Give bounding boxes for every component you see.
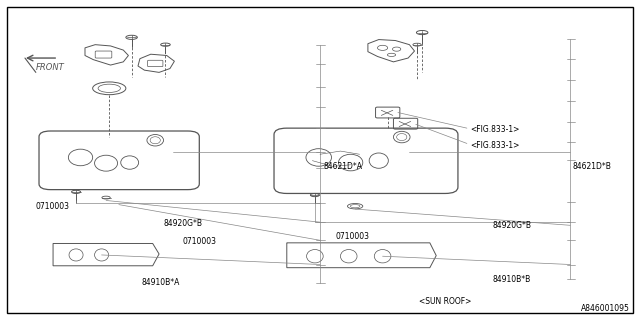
- Text: <SUN ROOF>: <SUN ROOF>: [419, 297, 471, 306]
- Text: 84910B*A: 84910B*A: [141, 278, 180, 287]
- Text: 84621D*A: 84621D*A: [323, 162, 362, 171]
- Text: 84910B*B: 84910B*B: [492, 275, 531, 284]
- Text: 84920G*B: 84920G*B: [164, 219, 202, 228]
- Text: <FIG.833-1>: <FIG.833-1>: [470, 125, 520, 134]
- Text: FRONT: FRONT: [36, 63, 65, 72]
- Text: 0710003: 0710003: [336, 232, 370, 241]
- Text: 84621D*B: 84621D*B: [572, 162, 611, 171]
- Text: 0710003: 0710003: [36, 202, 70, 211]
- Text: 84920G*B: 84920G*B: [492, 221, 531, 230]
- Text: <FIG.833-1>: <FIG.833-1>: [470, 141, 520, 150]
- Text: A846001095: A846001095: [581, 304, 630, 313]
- Text: 0710003: 0710003: [182, 237, 217, 246]
